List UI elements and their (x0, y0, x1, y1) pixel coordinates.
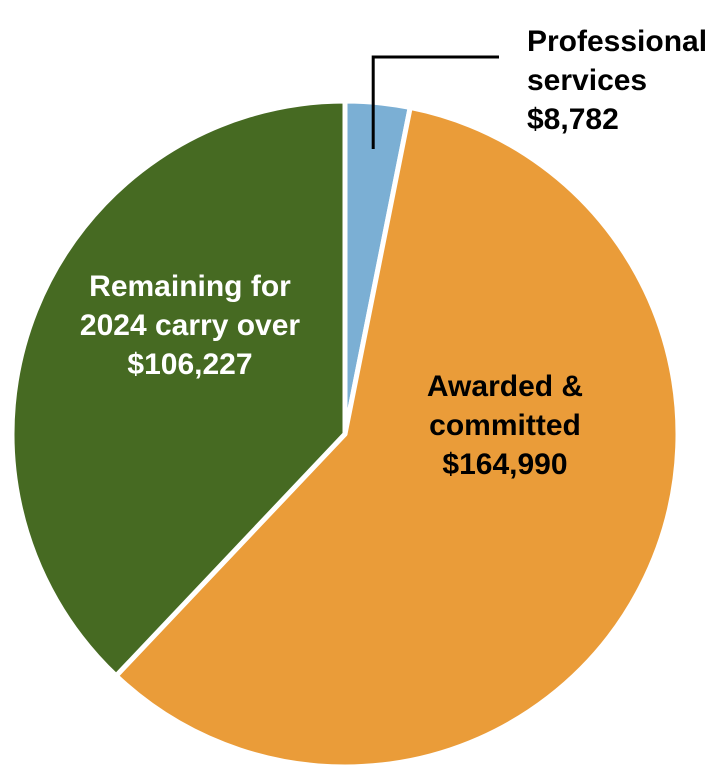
slice-label-0-line-2: $8,782 (527, 103, 619, 136)
pie-slice-1 (113, 104, 681, 768)
slice-label-1: Awarded & committed $164,990 (427, 370, 583, 481)
slice-label-1-line-0: Awarded & (427, 370, 583, 403)
labels-layer: Professional services $8,782 Awarded & commi… (80, 25, 707, 481)
slice-label-2: Remaining for 2024 carry over $106,227 (80, 270, 301, 381)
leader-line-layer (371, 55, 499, 149)
slice-label-2-line-2: $106,227 (127, 348, 252, 381)
pie-slice-2 (9, 98, 348, 679)
leader-line-0 (371, 55, 499, 149)
slice-label-1-line-1: committed (429, 409, 581, 442)
slices-layer (9, 98, 681, 768)
slice-label-0-line-0: Professional (527, 25, 707, 58)
slice-label-0: Professional services $8,782 (527, 25, 707, 136)
slice-label-2-line-0: Remaining for (89, 270, 291, 303)
slice-label-1-line-2: $164,990 (442, 448, 567, 481)
slice-label-0-line-1: services (527, 64, 647, 97)
slice-label-2-line-1: 2024 carry over (80, 309, 301, 342)
